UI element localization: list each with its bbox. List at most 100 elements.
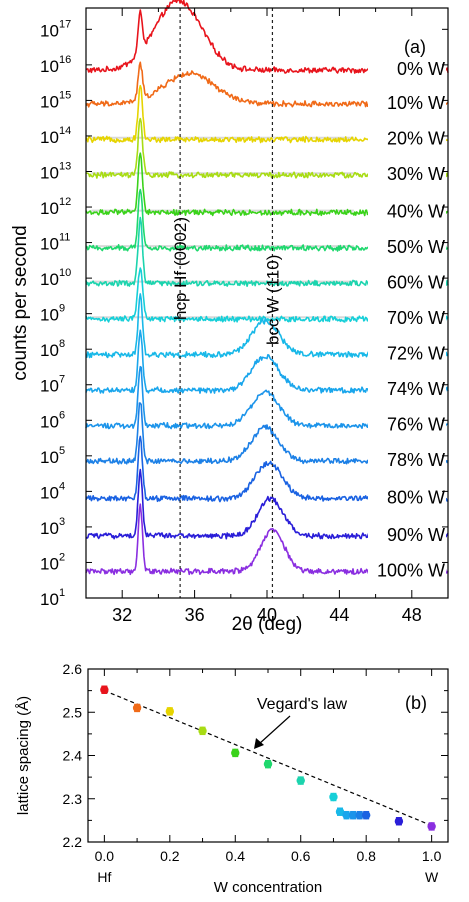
y-tick-label-base: 10 bbox=[40, 448, 59, 467]
series-label-background bbox=[368, 307, 446, 328]
y-tick-label-exponent: 2 bbox=[59, 551, 65, 563]
vegards-law-line bbox=[104, 690, 432, 827]
x-tick-label: 48 bbox=[402, 605, 422, 625]
panel-b-label: (b) bbox=[405, 693, 427, 713]
series-label: 30% W bbox=[387, 164, 445, 184]
series-label: 100% W bbox=[377, 560, 445, 580]
vegards-law-arrow-shaft bbox=[258, 715, 291, 745]
data-point-3 bbox=[165, 707, 175, 716]
y-tick-label-exponent: 14 bbox=[59, 125, 71, 137]
y-tick-label-base: 10 bbox=[40, 21, 59, 40]
series-label: 74% W bbox=[387, 379, 445, 399]
y-tick-label-base: 10 bbox=[40, 412, 59, 431]
y-tick-label: 2.2 bbox=[63, 834, 83, 850]
series-label-background bbox=[368, 272, 446, 293]
series-label-background bbox=[368, 379, 446, 400]
series-label-background bbox=[368, 560, 446, 581]
series-label-background bbox=[368, 201, 446, 222]
y-axis-label: counts per second bbox=[10, 225, 31, 380]
y-tick-label-base: 10 bbox=[40, 235, 59, 254]
y-tick-label-exponent: 12 bbox=[59, 196, 71, 208]
series-label: 40% W bbox=[387, 201, 445, 221]
y-tick-label-base: 10 bbox=[40, 590, 59, 609]
y-tick-label-base: 10 bbox=[40, 199, 59, 218]
y-axis-label: lattice spacing (Å) bbox=[15, 696, 32, 815]
y-tick-label: 2.4 bbox=[63, 748, 83, 764]
y-tick-label-exponent: 6 bbox=[59, 409, 65, 421]
data-point-8 bbox=[329, 792, 338, 802]
x-end-label-w: W bbox=[425, 869, 439, 885]
x-tick-label: 36 bbox=[185, 605, 205, 625]
panel-b-frame bbox=[87, 668, 449, 843]
x-tick-label: 40 bbox=[257, 605, 277, 625]
data-point-9 bbox=[335, 807, 345, 816]
x-tick-label: 0.0 bbox=[95, 848, 115, 864]
y-tick-label-base: 10 bbox=[40, 519, 59, 538]
y-tick-label-base: 10 bbox=[40, 483, 59, 502]
y-tick-label: 2.3 bbox=[63, 791, 83, 807]
series-label: 78% W bbox=[387, 450, 445, 470]
x-tick-label: 1.0 bbox=[422, 848, 442, 864]
data-point-15 bbox=[427, 822, 436, 831]
series-label: 50% W bbox=[387, 237, 445, 257]
series-label-background bbox=[368, 487, 446, 508]
y-tick-label-base: 10 bbox=[40, 270, 59, 289]
x-tick-label: 0.4 bbox=[226, 848, 246, 864]
y-tick-label-base: 10 bbox=[40, 92, 59, 111]
y-tick-label-base: 10 bbox=[40, 128, 59, 147]
series-label: 90% W bbox=[387, 525, 445, 545]
vegards-law-label: Vegard's law bbox=[257, 696, 348, 713]
y-tick-label-base: 10 bbox=[40, 306, 59, 325]
data-point-7 bbox=[296, 776, 305, 785]
hcp-hf-0002-annotation: hcp Hf (0002) bbox=[171, 217, 190, 320]
x-tick-label: 0.8 bbox=[356, 848, 376, 864]
series-label: 20% W bbox=[387, 129, 445, 149]
series-label-background bbox=[368, 59, 446, 80]
x-tick-label: 44 bbox=[329, 605, 349, 625]
series-label-background bbox=[368, 164, 446, 185]
series-label: 0% W bbox=[397, 59, 445, 79]
y-tick-label-exponent: 13 bbox=[59, 160, 71, 172]
data-point-1 bbox=[100, 685, 109, 694]
y-tick-label-base: 10 bbox=[40, 163, 59, 182]
bcc-w-110-annotation: bcc W (110) bbox=[263, 255, 282, 345]
y-tick-label-exponent: 4 bbox=[59, 480, 65, 492]
y-tick-label-base: 10 bbox=[40, 341, 59, 360]
y-tick-label-exponent: 3 bbox=[59, 516, 65, 528]
series-label-background bbox=[368, 414, 446, 435]
data-point-10 bbox=[342, 810, 351, 820]
y-tick-label-exponent: 7 bbox=[59, 374, 65, 386]
x-axis-label: 2θ (deg) bbox=[232, 614, 303, 635]
series-label: 10% W bbox=[387, 93, 445, 113]
x-axis-label: W concentration bbox=[214, 879, 322, 896]
y-tick-label-exponent: 9 bbox=[59, 303, 65, 315]
series-label-background bbox=[368, 92, 446, 113]
y-tick-label-exponent: 17 bbox=[59, 18, 71, 30]
panel-a-xrd-plot: 0% W 10% W 20% W 30% W 40% W 50% W 60% W 70% W 7… bbox=[10, 0, 449, 635]
series-label-background bbox=[368, 236, 446, 257]
series-label-background bbox=[368, 524, 446, 545]
vegards-law-arrow-head bbox=[254, 738, 264, 749]
y-tick-label-exponent: 16 bbox=[59, 54, 71, 66]
data-point-14 bbox=[394, 817, 404, 826]
data-point-12 bbox=[355, 810, 364, 820]
series-label: 80% W bbox=[387, 487, 445, 507]
data-point-5 bbox=[231, 748, 240, 758]
panel-a-label: (a) bbox=[404, 37, 426, 57]
series-label-background bbox=[368, 128, 446, 149]
x-tick-label: 0.2 bbox=[160, 848, 180, 864]
series-label: 70% W bbox=[387, 308, 445, 328]
y-tick-label-base: 10 bbox=[40, 554, 59, 573]
x-end-label-hf: Hf bbox=[97, 869, 111, 885]
y-tick-label-exponent: 1 bbox=[59, 587, 65, 599]
y-tick-label-base: 10 bbox=[40, 377, 59, 396]
data-point-11 bbox=[348, 810, 358, 820]
y-tick-label: 2.6 bbox=[63, 661, 83, 677]
panel-b-lattice-plot: Vegard's law (b) 0.0 0.2 0.4 0.6 0.8 1.0 Hf W 2.2 2… bbox=[15, 661, 449, 896]
data-point-6 bbox=[263, 759, 273, 769]
series-label: 72% W bbox=[387, 344, 445, 364]
series-label: 76% W bbox=[387, 415, 445, 435]
x-tick-label: 32 bbox=[112, 605, 132, 625]
y-tick-label: 2.5 bbox=[63, 704, 83, 720]
